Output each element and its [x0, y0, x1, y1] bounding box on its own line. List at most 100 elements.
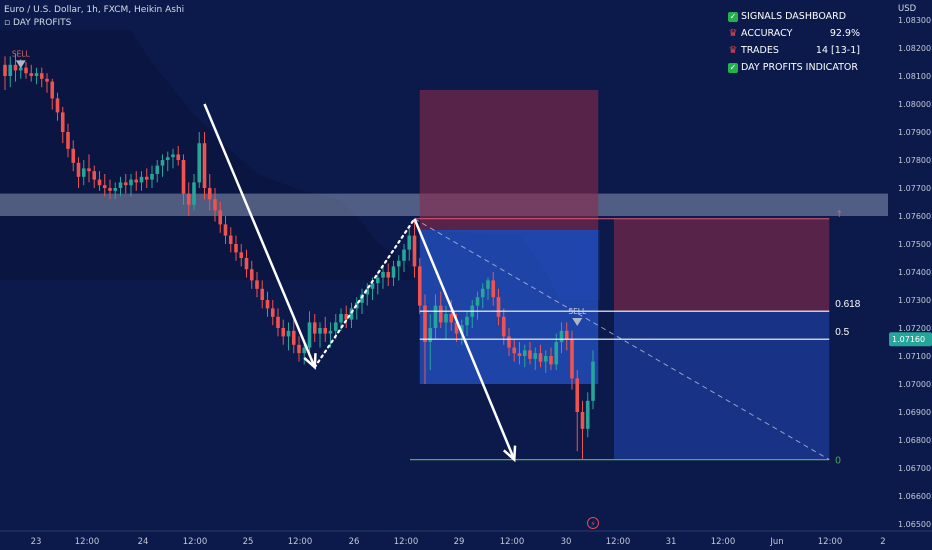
candle[interactable] [417, 258, 422, 314]
candle-body[interactable] [575, 378, 580, 412]
candle-body[interactable] [512, 347, 517, 354]
candle[interactable] [585, 392, 590, 438]
candle-body[interactable] [66, 132, 70, 149]
candle[interactable] [491, 272, 496, 306]
candle[interactable] [360, 288, 364, 314]
candle-body[interactable] [312, 322, 317, 334]
candle[interactable] [92, 165, 97, 188]
last-price-tag[interactable] [889, 332, 932, 347]
candle-body[interactable] [24, 67, 28, 74]
candle-body[interactable] [281, 328, 286, 337]
candle[interactable] [55, 92, 60, 121]
candle-body[interactable] [444, 314, 448, 323]
candle[interactable] [318, 322, 322, 348]
candle-body[interactable] [491, 280, 496, 298]
candle-body[interactable] [176, 154, 181, 160]
candle[interactable] [543, 350, 548, 373]
candle-body[interactable] [370, 283, 375, 289]
candle-body[interactable] [8, 64, 13, 76]
candle[interactable] [402, 244, 406, 272]
candle-body[interactable] [480, 288, 485, 298]
candle[interactable] [144, 168, 149, 188]
candle-body[interactable] [13, 64, 18, 71]
candle[interactable] [207, 174, 212, 211]
candle[interactable] [291, 319, 296, 354]
candle[interactable] [428, 314, 433, 370]
candle-body[interactable] [297, 344, 301, 354]
candle-body[interactable] [344, 314, 349, 320]
candle[interactable] [87, 154, 91, 183]
candle-body[interactable] [50, 81, 55, 99]
candle-body[interactable] [339, 314, 343, 323]
candle-body[interactable] [60, 112, 65, 132]
candle[interactable] [45, 73, 49, 93]
candle-body[interactable] [18, 67, 23, 71]
candle-body[interactable] [155, 165, 160, 174]
candle-body[interactable] [585, 400, 590, 429]
candle[interactable] [102, 174, 107, 197]
candle-body[interactable] [559, 330, 564, 342]
candle[interactable] [276, 308, 280, 337]
candle[interactable] [281, 319, 286, 345]
candle-body[interactable] [423, 305, 427, 342]
candle-body[interactable] [318, 328, 322, 334]
candle-body[interactable] [391, 266, 396, 278]
candle-body[interactable] [134, 179, 139, 183]
candle-body[interactable] [475, 297, 480, 306]
candle[interactable] [155, 160, 160, 183]
candle-body[interactable] [438, 305, 443, 323]
candle-body[interactable] [228, 235, 233, 244]
candle[interactable] [8, 56, 13, 88]
indicator-label[interactable]: ▫ DAY PROFITS [4, 18, 71, 28]
candle-body[interactable] [123, 182, 128, 186]
candle[interactable] [344, 305, 349, 328]
candle[interactable] [192, 174, 196, 211]
candle[interactable] [71, 140, 76, 172]
candle[interactable] [197, 132, 202, 188]
candle[interactable] [218, 202, 223, 233]
candle-body[interactable] [465, 316, 469, 326]
candle-body[interactable] [496, 297, 501, 317]
candle-body[interactable] [192, 182, 196, 205]
candle-body[interactable] [333, 322, 338, 331]
candle-body[interactable] [323, 328, 328, 334]
candle[interactable] [307, 311, 312, 356]
candle-body[interactable] [113, 188, 118, 191]
candle[interactable] [76, 157, 81, 188]
candle[interactable] [24, 62, 28, 79]
candle-body[interactable] [3, 64, 7, 76]
event-icon[interactable] [587, 517, 599, 529]
candle[interactable] [260, 280, 265, 309]
candle[interactable] [150, 165, 154, 188]
candle[interactable] [13, 53, 18, 82]
candle[interactable] [66, 123, 70, 158]
candle-body[interactable] [407, 235, 412, 250]
candle-body[interactable] [543, 356, 548, 362]
candle[interactable] [270, 300, 275, 326]
candle[interactable] [381, 266, 385, 289]
candle-body[interactable] [507, 336, 511, 348]
candle[interactable] [29, 64, 34, 82]
candle-body[interactable] [459, 325, 464, 334]
candle-body[interactable] [454, 322, 459, 334]
candle-body[interactable] [554, 342, 559, 365]
candle[interactable] [549, 347, 553, 370]
candle-body[interactable] [291, 330, 296, 345]
candle[interactable] [81, 160, 86, 186]
candle-body[interactable] [249, 269, 254, 281]
candle[interactable] [496, 288, 501, 326]
candle[interactable] [312, 314, 317, 342]
candle[interactable] [512, 339, 517, 362]
candle[interactable] [249, 260, 254, 289]
candle[interactable] [234, 235, 238, 261]
candle[interactable] [134, 171, 139, 191]
candle-body[interactable] [118, 182, 123, 188]
candle-body[interactable] [218, 210, 223, 225]
candle-body[interactable] [349, 308, 354, 320]
candle-body[interactable] [76, 162, 81, 177]
candle-body[interactable] [449, 314, 454, 323]
candle-body[interactable] [207, 188, 212, 200]
candle-body[interactable] [87, 168, 91, 172]
candle[interactable] [186, 182, 191, 216]
candle[interactable] [123, 174, 128, 194]
